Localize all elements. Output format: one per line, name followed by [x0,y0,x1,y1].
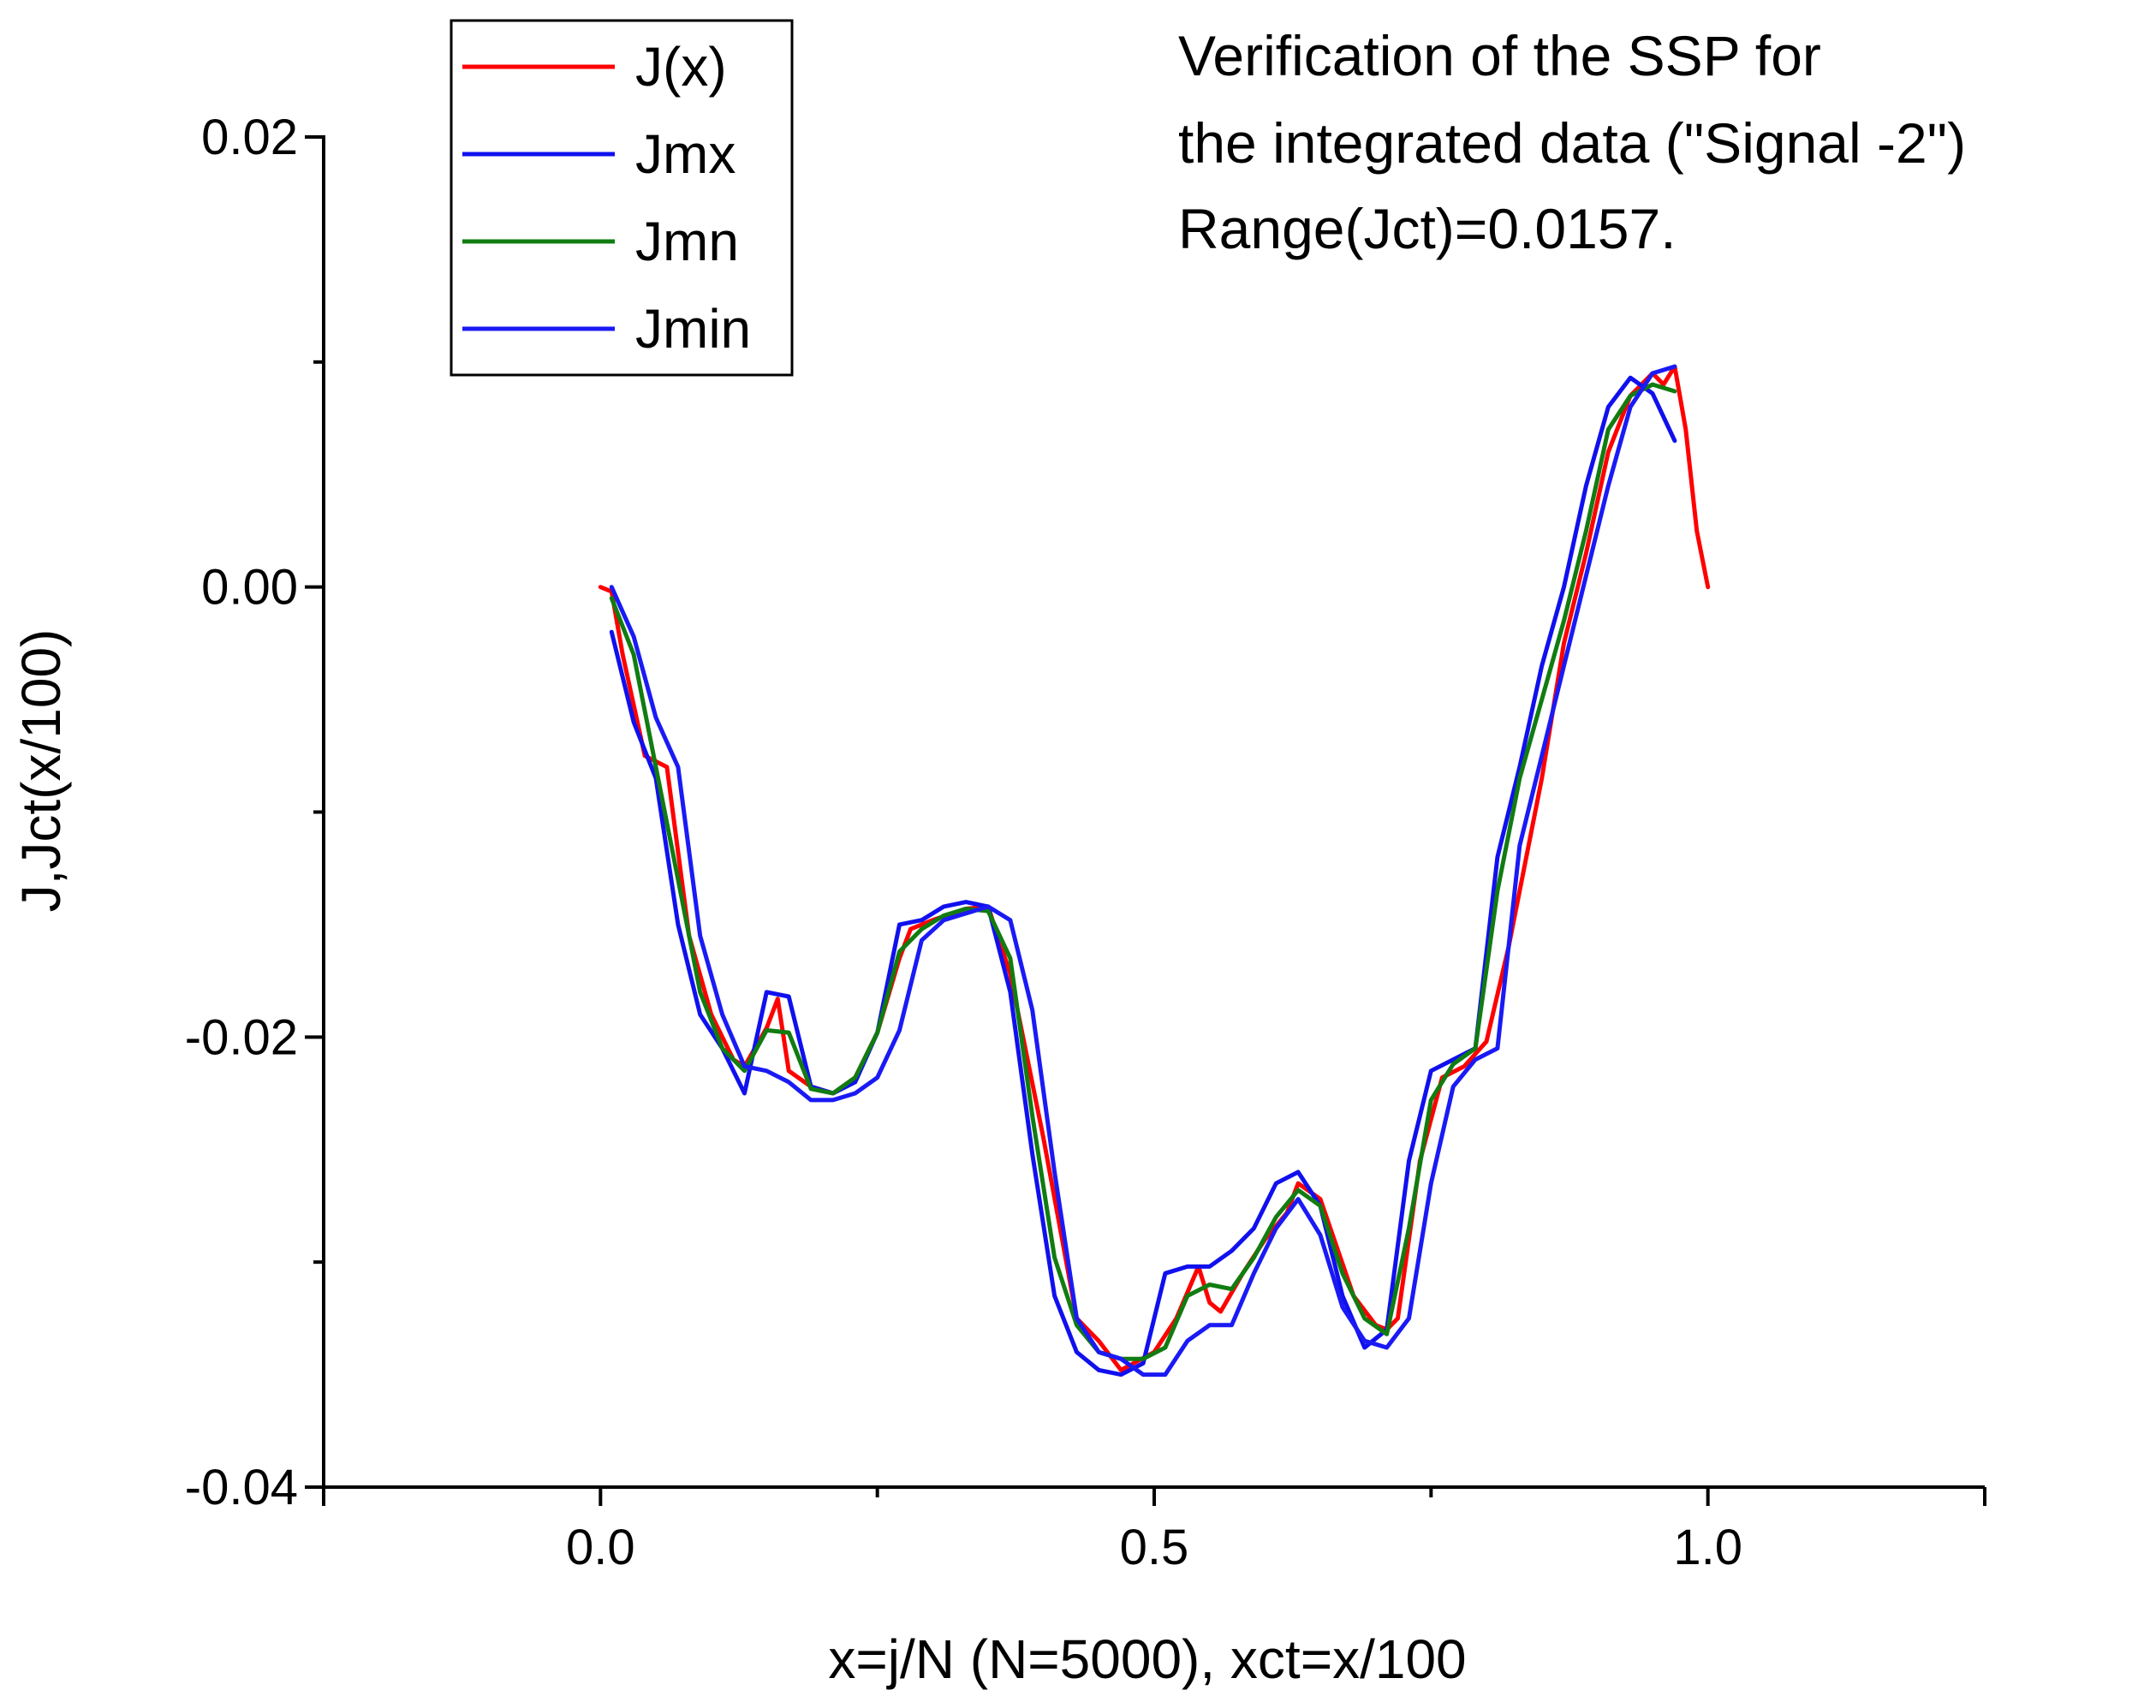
y-tick-label: 0.00 [201,560,298,616]
annotation-line-1: Verification of the SSP for [1178,24,1821,87]
y-tick-label: 0.02 [201,110,298,165]
y-axis-title: J,Jct(x/100) [10,629,72,913]
series-line-jmin [609,364,1677,1378]
chart-annotation: Verification of the SSP for the integrat… [1178,24,1966,260]
legend-label-jmx: Jmx [635,123,736,185]
x-tick-label: 1.0 [1673,1520,1742,1575]
series-line-jmx [609,375,1677,1378]
x-axis-title: x=j/N (N=5000), xct=x/100 [828,1628,1466,1690]
x-tick-label: 0.0 [566,1520,635,1575]
series-line-jmn [609,382,1677,1361]
series-lines [598,364,1711,1378]
legend-label-jmn: Jmn [635,211,739,272]
x-tick-label: 0.5 [1120,1520,1189,1575]
annotation-line-2: the integrated data ("Signal -2") [1178,111,1966,175]
legend-box [450,19,794,377]
legend: J(x) Jmx Jmn Jmin [450,19,794,377]
annotation-line-3: Range(Jct)=0.0157. [1178,197,1677,260]
legend-label-jmin: Jmin [635,298,751,360]
legend-label-jx: J(x) [635,36,727,98]
y-tick-label: -0.02 [185,1009,298,1065]
y-tick-label: -0.04 [185,1460,298,1515]
axis-ticks: -0.04 -0.02 0.00 0.02 0.0 0.5 1.0 [185,110,1986,1575]
series-line-jx [598,364,1711,1372]
